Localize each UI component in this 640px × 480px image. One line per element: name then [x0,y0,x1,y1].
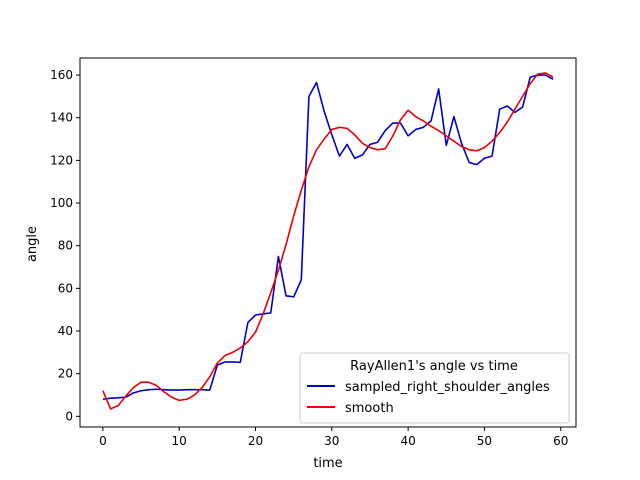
x-tick-label: 0 [99,434,107,448]
legend-box [299,352,570,424]
y-tick-label: 160 [50,68,73,82]
axes-layer: 0 10 20 30 40 50 60 0 20 40 60 80 100 120 140 160 [50,57,577,448]
y-tick-label: 40 [58,324,73,338]
x-axis-label: time [313,456,342,471]
x-tick-label: 50 [477,434,492,448]
y-tick-label: 120 [50,153,73,167]
series-line-0 [102,74,554,401]
y-tick-label: 20 [58,367,73,381]
x-tick-label: 20 [248,434,263,448]
y-tick-label: 60 [58,281,73,295]
legend-label-sampled: sampled_right_shoulder_angles [345,380,550,395]
y-tick-label: 140 [50,111,73,125]
series-layer [102,72,554,410]
legend-label-smooth: smooth [345,401,394,416]
y-tick-label: 100 [50,196,73,210]
series-line-1 [102,72,554,410]
y-tick-label: 0 [65,409,73,423]
y-axis-label: angle [25,226,40,262]
x-tick-label: 60 [553,434,568,448]
x-tick-label: 30 [324,434,339,448]
axes-frame [79,57,577,428]
x-tick-label: 40 [400,434,415,448]
x-tick-label: 10 [172,434,187,448]
y-tick-label: 80 [58,239,73,253]
legend-title: RayAllen1's angle vs time [350,359,518,374]
legend: RayAllen1's angle vs time sampled_right_… [299,352,570,424]
